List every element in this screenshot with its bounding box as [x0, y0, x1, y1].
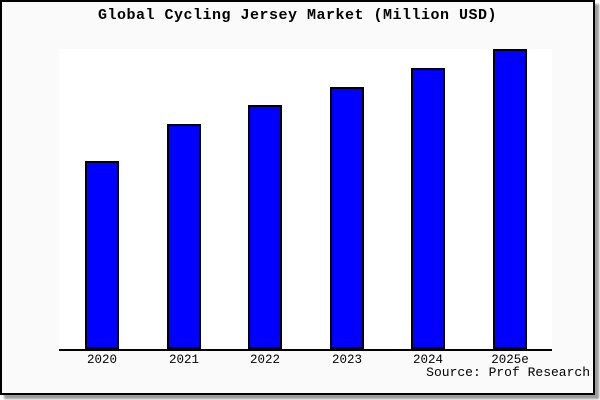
x-tick-label-2024: 2024 [412, 353, 443, 367]
x-tick-label-2022: 2022 [249, 353, 280, 367]
bar-2023 [330, 87, 364, 349]
bar-2020 [85, 161, 119, 349]
source-note: Source: Prof Research [426, 365, 590, 380]
x-tick-label-2021: 2021 [168, 353, 199, 367]
x-tick-label-2023: 2023 [331, 353, 362, 367]
chart-title: Global Cycling Jersey Market (Million US… [97, 7, 498, 24]
plot-area [59, 49, 552, 351]
chart-frame: Global Cycling Jersey Market (Million US… [0, 0, 595, 395]
x-tick-label-2020: 2020 [86, 353, 117, 367]
bar-2024 [411, 68, 445, 349]
bar-2025e [493, 49, 527, 349]
bar-2021 [167, 124, 201, 349]
x-tick-label-2025e: 2025e [491, 353, 529, 367]
bar-2022 [248, 105, 282, 349]
